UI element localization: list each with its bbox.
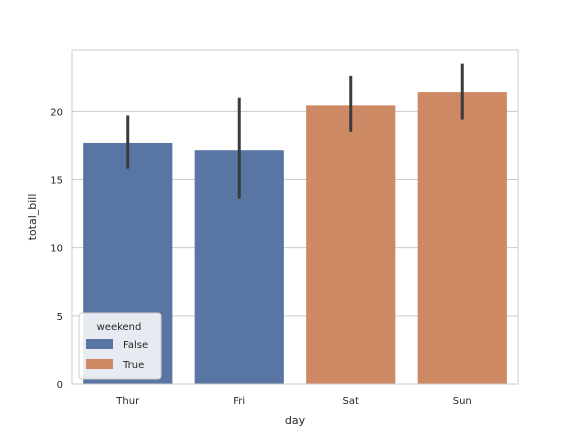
x-tick-label-fri: Fri: [233, 396, 245, 407]
plot-frame: [71, 49, 519, 385]
bars: [83, 92, 507, 384]
bar-sat: [306, 105, 396, 384]
legend-swatch-true: [86, 359, 113, 369]
bar-sun: [417, 92, 507, 384]
legend-label-true: True: [122, 360, 144, 371]
y-tick-label: 10: [50, 244, 63, 255]
y-tick-label: 20: [50, 107, 63, 118]
x-tick-labels: Thur Fri Sat Sun: [115, 396, 471, 407]
y-tick-labels: 0 5 10 15 20: [50, 107, 63, 391]
legend-swatch-false: [86, 339, 113, 349]
error-bars: [126, 63, 464, 199]
y-tick-label: 5: [57, 312, 63, 323]
y-axis-label: total_bill: [26, 194, 39, 241]
x-axis-label: day: [285, 414, 306, 427]
y-tick-label: 0: [57, 380, 63, 391]
legend-title: weekend: [97, 322, 142, 333]
x-tick-label-thur: Thur: [115, 396, 140, 407]
legend-label-false: False: [123, 340, 148, 351]
y-tick-label: 15: [50, 176, 63, 187]
x-tick-label-sat: Sat: [343, 396, 359, 407]
x-tick-label-sun: Sun: [453, 396, 472, 407]
legend: weekend False True: [78, 312, 162, 380]
